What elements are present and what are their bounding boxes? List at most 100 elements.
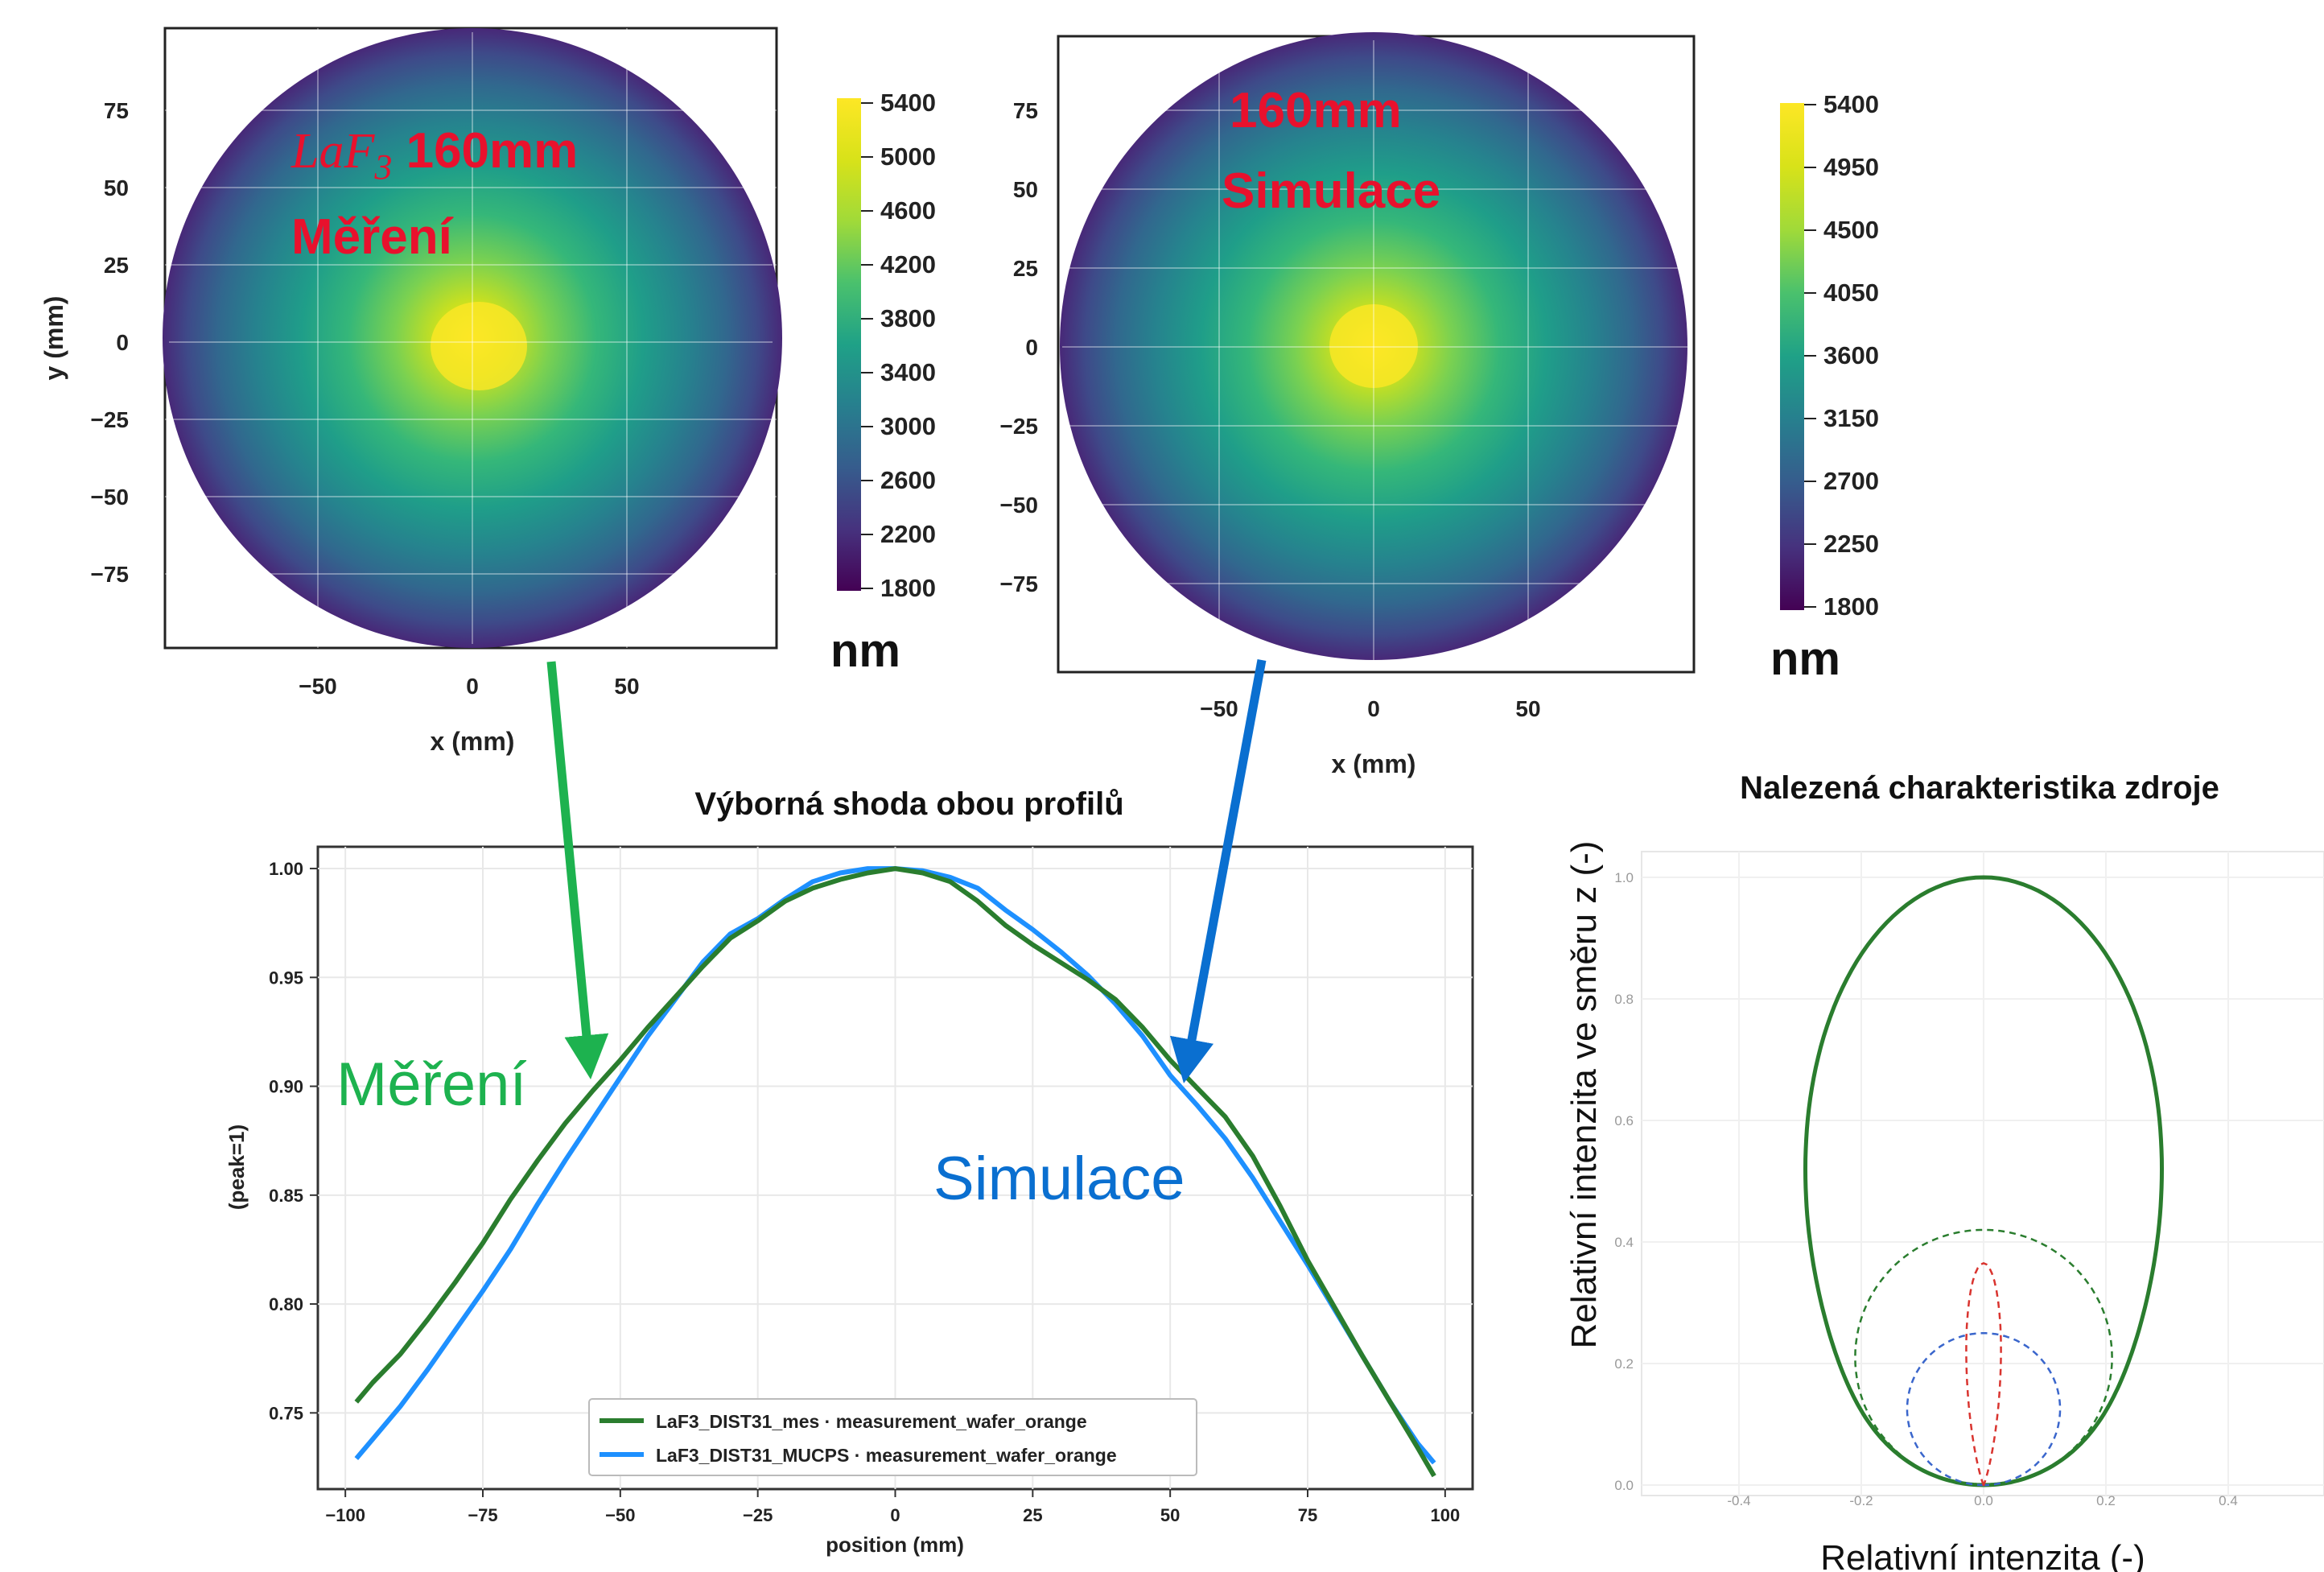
- measurement-map-grid-overlay: [169, 32, 773, 644]
- simulation-arrow: [1169, 659, 1267, 1083]
- xtick-label: 0.0: [1974, 1493, 1993, 1508]
- source-xlabel: Relativní intenzita (-): [1820, 1538, 2145, 1572]
- ytick-label: 1.0: [1614, 870, 1634, 885]
- profile-legend: LaF3_DIST31_mes · measurement_wafer_oran…: [588, 1398, 1197, 1476]
- colorbar-tick-label: 1800: [1823, 592, 1879, 621]
- ytick-label: 50: [104, 175, 129, 200]
- series-line-measurement: [354, 866, 1436, 1478]
- profile-xticks: −100 −75 −50 −25 0 25 50 75 100: [325, 1489, 1460, 1525]
- simulation-map-grid: [1062, 40, 1690, 668]
- ytick-label: 0.8: [1614, 992, 1634, 1007]
- source-characteristic-chart: Nalezená charakteristika zdroje 0.0 0.2 0.…: [1564, 770, 2324, 1572]
- ytick-label: −25: [91, 407, 130, 432]
- measurement-map-ylabel: y (mm): [39, 296, 68, 381]
- profile-annotation-simulation: Simulace: [933, 1145, 1185, 1213]
- simulation-map-xticks: −50 0 50: [1200, 696, 1540, 721]
- ytick-label: 0.90: [269, 1077, 303, 1097]
- xtick-label: 50: [1515, 696, 1540, 721]
- ytick-label: −75: [1000, 571, 1039, 596]
- xtick-label: −25: [743, 1505, 773, 1525]
- colorbar-tick-label: 3600: [1823, 341, 1879, 369]
- ytick-label: 25: [104, 253, 129, 278]
- profile-heading: Výborná shoda obou profilů: [694, 786, 1123, 822]
- ytick-label: −25: [1000, 414, 1039, 439]
- source-curves: [1803, 875, 2165, 1487]
- ytick-label: 0.75: [269, 1403, 303, 1423]
- xtick-label: -0.2: [1849, 1493, 1873, 1508]
- xtick-label: −50: [299, 674, 337, 699]
- ytick-label: 0.2: [1614, 1356, 1634, 1372]
- profile-annotation-measurement: Měření: [336, 1050, 527, 1119]
- profile-series: [354, 866, 1436, 1478]
- colorbar-tick-label: 4500: [1823, 216, 1879, 244]
- xtick-label: 25: [1023, 1505, 1042, 1525]
- colorbar-tick-label: 5400: [1823, 90, 1879, 118]
- measurement-colorbar-bar: [837, 98, 861, 591]
- colorbar-tick-label: 4050: [1823, 279, 1879, 307]
- colorbar-tick-label: 4200: [880, 250, 936, 279]
- source-total-curve: [1803, 875, 2165, 1487]
- source-narrow-lobe-curve: [1965, 1262, 2002, 1487]
- profile-grid: [318, 847, 1473, 1489]
- profile-chart: Výborná shoda obou profilů 0.750.800.850…: [225, 786, 1474, 1557]
- colorbar-tick-label: 2600: [880, 466, 936, 494]
- ytick-label: 0.0: [1614, 1478, 1634, 1493]
- simulation-map-subtitle: Simulace: [1222, 163, 1440, 219]
- xtick-label: 0: [890, 1505, 900, 1525]
- profile-ylabel: (peak=1): [225, 1124, 249, 1210]
- simulation-map-yticks: 75 50 25 0 −25 −50 −75: [1000, 98, 1039, 596]
- measurement-colorbar-unit: nm: [830, 625, 900, 677]
- colorbar-tick-label: 3400: [880, 358, 936, 386]
- measurement-map-peak: [431, 302, 527, 390]
- ytick-label: −50: [1000, 493, 1039, 518]
- ytick-label: 0.85: [269, 1186, 303, 1206]
- measurement-map-subtitle: Měření: [291, 209, 454, 265]
- profile-xlabel: position (mm): [826, 1533, 964, 1557]
- measurement-colorbar: 5400 5000 4600 4200 3800 3400 3000 2600 …: [830, 89, 936, 677]
- measurement-arrow: [546, 661, 609, 1079]
- simulation-colorbar-bar: [1780, 103, 1804, 610]
- xtick-label: −75: [468, 1505, 497, 1525]
- xtick-label: −50: [1200, 696, 1238, 721]
- simulation-colorbar-ticks: 5400 4950 4500 4050 3600 3150 2700 2250 …: [1804, 90, 1879, 621]
- profile-yticks: 0.75 0.80 0.85 0.90 0.95 1.00: [269, 859, 318, 1423]
- xtick-label: 50: [614, 674, 639, 699]
- xtick-label: 0.2: [2096, 1493, 2116, 1508]
- legend-box: [588, 1398, 1197, 1476]
- source-ticks: 0.0 0.2 0.4 0.6 0.8 1.0 -0.4 -0.2 0.0 0.2 0.4: [1614, 870, 2237, 1508]
- colorbar-tick-label: 3800: [880, 304, 936, 332]
- ytick-label: 1.00: [269, 859, 303, 879]
- ytick-label: −50: [91, 485, 130, 510]
- xtick-label: 0: [466, 674, 479, 699]
- ytick-label: 0: [116, 330, 129, 355]
- colorbar-tick-label: 2700: [1823, 467, 1879, 495]
- simulation-map-title: 160mm: [1230, 83, 1402, 138]
- measurement-map-panel: 75 50 25 0 −25 −50 −75 −50 0 50 x (mm) y…: [39, 27, 782, 756]
- measurement-map-xlabel: x (mm): [431, 727, 515, 756]
- measurement-map-title: LaF3 160mm: [290, 123, 578, 187]
- simulation-map-panel: 75 50 25 0 −25 −50 −75 −50 0 50 x (mm) 1…: [1000, 32, 1696, 778]
- source-heading: Nalezená charakteristika zdroje: [1740, 770, 2219, 806]
- ytick-label: 0.6: [1614, 1113, 1634, 1128]
- ytick-label: −75: [91, 562, 130, 587]
- colorbar-tick-label: 3150: [1823, 404, 1879, 432]
- colorbar-tick-label: 2200: [880, 520, 936, 548]
- ytick-label: 0.95: [269, 968, 303, 988]
- xtick-label: 0: [1367, 696, 1380, 721]
- colorbar-tick-label: 3000: [880, 412, 936, 440]
- ytick-label: 50: [1013, 177, 1038, 202]
- colorbar-tick-label: 2250: [1823, 530, 1879, 558]
- ytick-label: 0.80: [269, 1294, 303, 1314]
- ytick-label: 75: [1013, 98, 1038, 123]
- xtick-label: 0.4: [2219, 1493, 2238, 1508]
- xtick-label: −100: [325, 1505, 365, 1525]
- colorbar-tick-label: 4950: [1823, 153, 1879, 181]
- simulation-map-peak: [1329, 304, 1418, 388]
- colorbar-tick-label: 1800: [880, 574, 936, 602]
- xtick-label: 100: [1430, 1505, 1460, 1525]
- xtick-label: 75: [1298, 1505, 1317, 1525]
- colorbar-tick-label: 5000: [880, 142, 936, 171]
- xtick-label: -0.4: [1727, 1493, 1750, 1508]
- measurement-map-yticks: 75 50 25 0 −25 −50 −75: [91, 98, 130, 587]
